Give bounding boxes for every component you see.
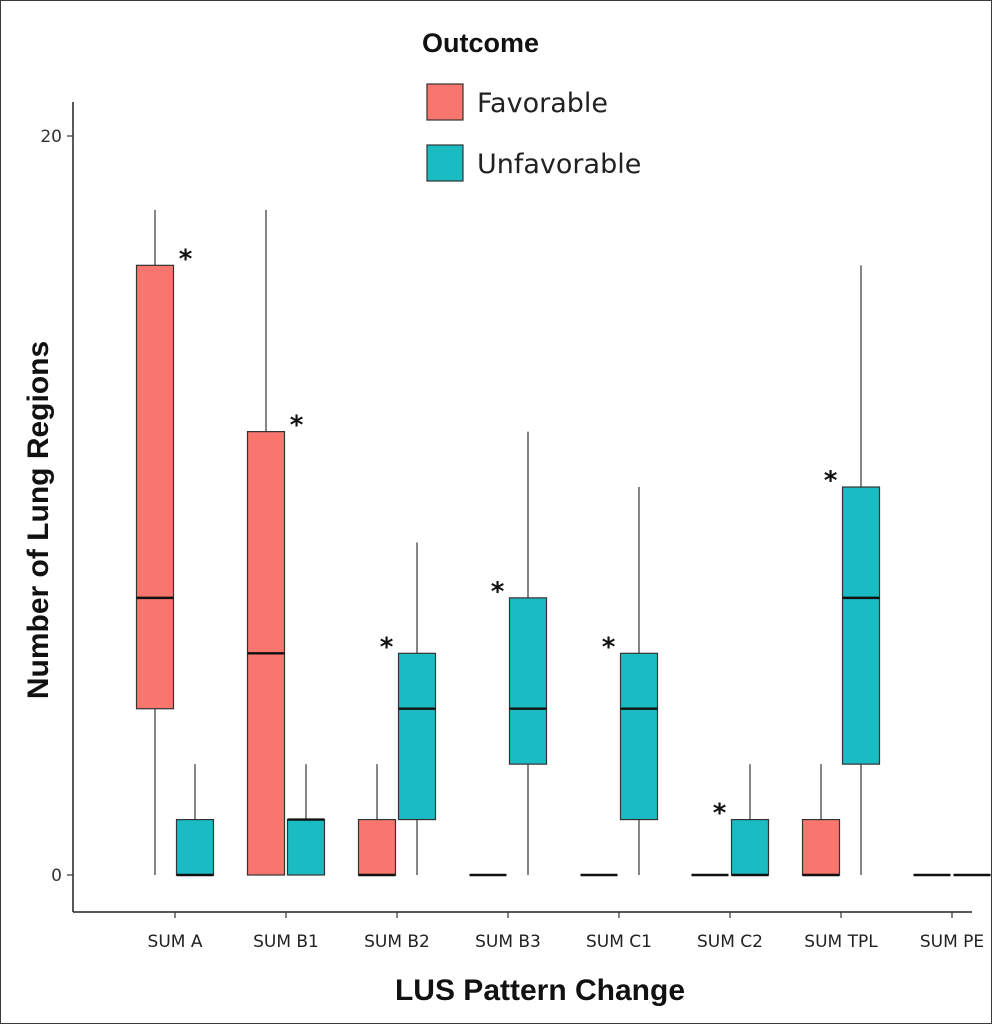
legend: Outcome Favorable Unfavorable <box>422 28 641 182</box>
significance-star: * <box>380 632 394 662</box>
box-unfavorable-sum-a <box>175 764 215 877</box>
box-iqr <box>135 264 175 710</box>
x-tick-label: SUM PE <box>920 932 984 952</box>
x-tick-label: SUM C1 <box>586 932 652 952</box>
y-tick-label: 20 <box>40 127 62 147</box>
significance-annotations: * * * * * * * <box>179 244 838 828</box>
legend-swatch <box>426 83 464 121</box>
box-iqr <box>397 652 437 821</box>
legend-swatch <box>426 144 464 182</box>
x-tick-label: SUM B2 <box>364 932 430 952</box>
significance-star: * <box>713 799 727 829</box>
significance-star: * <box>491 577 505 607</box>
box-iqr <box>175 818 215 876</box>
significance-star: * <box>290 411 304 441</box>
axes <box>72 102 972 913</box>
x-tick-label: SUM B3 <box>475 932 541 952</box>
x-tick-label: SUM B1 <box>253 932 319 952</box>
plot-area <box>135 209 991 877</box>
box-unfavorable-sum-c1 <box>619 487 659 875</box>
significance-star: * <box>602 632 616 662</box>
legend-label: Unfavorable <box>477 149 641 180</box>
box-unfavorable-sum-b2 <box>397 542 437 875</box>
x-axis-title: LUS Pattern Change <box>395 974 685 1007</box>
y-ticks: 0 20 <box>40 127 73 886</box>
box-iqr <box>619 652 659 821</box>
x-ticks: SUM A SUM B1 SUM B2 SUM B3 SUM C1 SUM C2 SUM T… <box>148 912 984 952</box>
box-unfavorable-sum-c2 <box>730 764 770 877</box>
box-unfavorable-sum-b1 <box>286 764 326 876</box>
box-iqr <box>508 597 548 765</box>
legend-title: Outcome <box>422 28 539 58</box>
box-iqr <box>730 818 770 876</box>
x-tick-label: SUM A <box>148 932 203 952</box>
box-iqr <box>286 818 326 876</box>
x-tick-label: SUM C2 <box>697 932 763 952</box>
box-unfavorable-sum-tpl <box>841 265 881 875</box>
box-iqr <box>357 818 397 876</box>
x-tick-label: SUM TPL <box>804 932 878 952</box>
legend-label: Favorable <box>477 88 608 119</box>
significance-star: * <box>824 466 838 496</box>
box-favorable-sum-b2 <box>357 764 397 877</box>
y-axis-title: Number of Lung Regions <box>22 341 55 699</box>
box-favorable-sum-tpl <box>801 764 841 877</box>
box-iqr <box>801 818 841 876</box>
box-favorable-sum-b1 <box>246 209 286 876</box>
significance-star: * <box>179 244 193 274</box>
legend-items: Favorable Unfavorable <box>426 83 641 182</box>
box-iqr <box>841 486 881 765</box>
box-unfavorable-sum-b3 <box>508 431 548 875</box>
box-favorable-sum-a <box>135 209 175 875</box>
y-tick-label: 0 <box>51 866 62 886</box>
